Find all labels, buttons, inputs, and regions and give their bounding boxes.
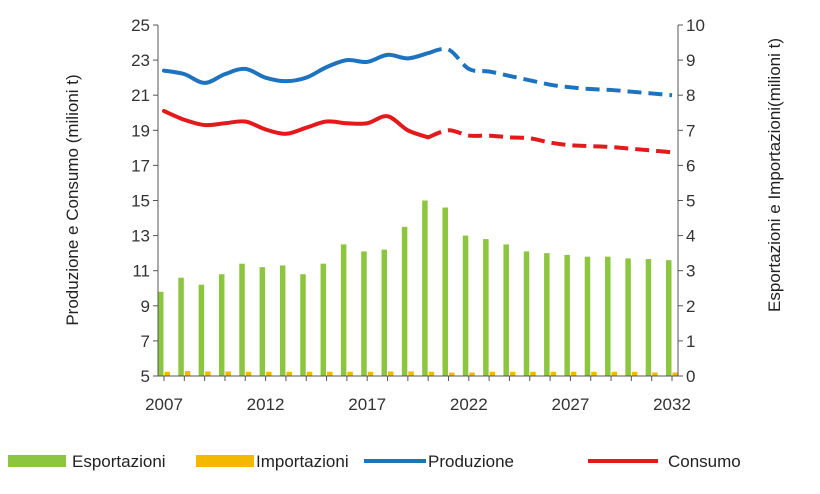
bar-importazioni xyxy=(347,371,353,376)
line-consumo-forecast xyxy=(427,128,673,155)
right-tick-label: 4 xyxy=(686,227,695,246)
x-tick-label: 2032 xyxy=(653,395,691,414)
bar-esportazioni xyxy=(645,259,652,376)
left-tick-label: 17 xyxy=(131,156,150,175)
right-tick-label: 2 xyxy=(686,297,695,316)
bar-esportazioni xyxy=(523,251,530,376)
bar-esportazioni xyxy=(198,284,205,376)
bar-importazioni xyxy=(408,371,414,376)
bar-importazioni xyxy=(245,371,252,376)
bar-importazioni xyxy=(367,371,374,376)
bar-esportazioni xyxy=(381,249,388,376)
right-tick-label: 6 xyxy=(686,156,695,175)
bar-importazioni xyxy=(448,372,455,376)
bar-importazioni xyxy=(306,371,313,376)
bar-esportazioni xyxy=(605,256,611,376)
x-tick-label: 2027 xyxy=(551,395,589,414)
bar-importazioni xyxy=(286,371,292,376)
bar-esportazioni xyxy=(503,244,509,376)
left-tick-label: 5 xyxy=(141,367,150,386)
x-tick-label: 2022 xyxy=(450,395,488,414)
bar-importazioni xyxy=(266,371,272,376)
bar-esportazioni xyxy=(320,263,327,376)
left-axis-title: Produzione e Consumo (milioni t) xyxy=(63,74,82,325)
bar-esportazioni xyxy=(625,258,631,376)
bar-esportazioni xyxy=(483,239,489,376)
line-produzione-forecast xyxy=(427,46,673,98)
bar-esportazioni xyxy=(300,274,306,376)
left-tick-label: 15 xyxy=(131,192,150,211)
right-tick-label: 5 xyxy=(686,192,695,211)
bar-esportazioni xyxy=(340,244,347,376)
bar-importazioni xyxy=(388,371,394,376)
bar-esportazioni xyxy=(259,267,266,376)
bar-importazioni xyxy=(327,371,333,376)
bar-importazioni xyxy=(611,371,618,376)
legend-label-produzione: Produzione xyxy=(428,452,514,471)
bar-importazioni xyxy=(591,371,597,376)
bar-esportazioni xyxy=(442,207,448,376)
bar-esportazioni xyxy=(239,263,245,376)
bar-esportazioni xyxy=(564,254,570,376)
left-tick-label: 25 xyxy=(131,16,150,35)
bar-importazioni xyxy=(672,372,678,376)
bar-importazioni xyxy=(550,371,557,376)
right-axis-title: Esportazioni e Importazioni(milioni t) xyxy=(765,38,784,312)
bar-esportazioni xyxy=(158,291,164,376)
right-tick-label: 7 xyxy=(686,121,695,140)
bar-esportazioni xyxy=(666,260,672,376)
bar-importazioni xyxy=(469,372,475,376)
bar-esportazioni xyxy=(361,251,367,376)
legend-swatch-importazioni xyxy=(196,455,254,467)
bar-importazioni xyxy=(509,371,516,376)
right-tick-label: 0 xyxy=(686,367,695,386)
bar-importazioni xyxy=(164,371,170,376)
right-tick-label: 8 xyxy=(686,86,695,105)
left-tick-label: 19 xyxy=(131,121,150,140)
x-tick-label: 2017 xyxy=(348,395,386,414)
bar-esportazioni xyxy=(279,265,286,376)
legend-label-esportazioni: Esportazioni xyxy=(72,452,166,471)
right-tick-label: 1 xyxy=(686,332,695,351)
bar-importazioni xyxy=(184,371,191,376)
bar-importazioni xyxy=(631,371,638,376)
x-tick-label: 2007 xyxy=(145,395,183,414)
x-tick-label: 2012 xyxy=(247,395,285,414)
legend-label-consumo: Consumo xyxy=(668,452,741,471)
bar-importazioni xyxy=(530,371,536,376)
bar-esportazioni xyxy=(401,226,408,376)
right-tick-label: 3 xyxy=(686,262,695,281)
left-tick-label: 23 xyxy=(131,51,150,70)
left-tick-label: 13 xyxy=(131,227,150,246)
line-consumo-actual xyxy=(162,108,431,140)
lines-layer xyxy=(162,46,673,155)
bar-esportazioni xyxy=(178,277,184,376)
bar-esportazioni xyxy=(584,256,591,376)
bar-importazioni xyxy=(489,371,496,376)
legend-swatch-esportazioni xyxy=(8,455,66,467)
legend: Esportazioni Importazioni Produzione Consum… xyxy=(8,452,741,471)
bar-esportazioni xyxy=(422,200,428,376)
right-tick-label: 10 xyxy=(686,16,705,35)
bar-esportazioni xyxy=(544,253,550,376)
left-tick-label: 21 xyxy=(131,86,150,105)
right-tick-label: 9 xyxy=(686,51,695,70)
bar-esportazioni xyxy=(218,274,225,376)
bar-importazioni xyxy=(428,371,435,376)
bar-esportazioni xyxy=(462,235,469,376)
bar-importazioni xyxy=(205,371,211,376)
left-tick-label: 9 xyxy=(141,297,150,316)
line-produzione-actual xyxy=(162,51,431,85)
bars-layer xyxy=(158,200,678,376)
bar-importazioni xyxy=(225,371,231,376)
left-tick-label: 11 xyxy=(132,262,150,281)
legend-label-importazioni: Importazioni xyxy=(256,452,349,471)
bar-importazioni xyxy=(570,371,577,376)
bar-importazioni xyxy=(652,372,658,376)
left-tick-label: 7 xyxy=(141,332,150,351)
